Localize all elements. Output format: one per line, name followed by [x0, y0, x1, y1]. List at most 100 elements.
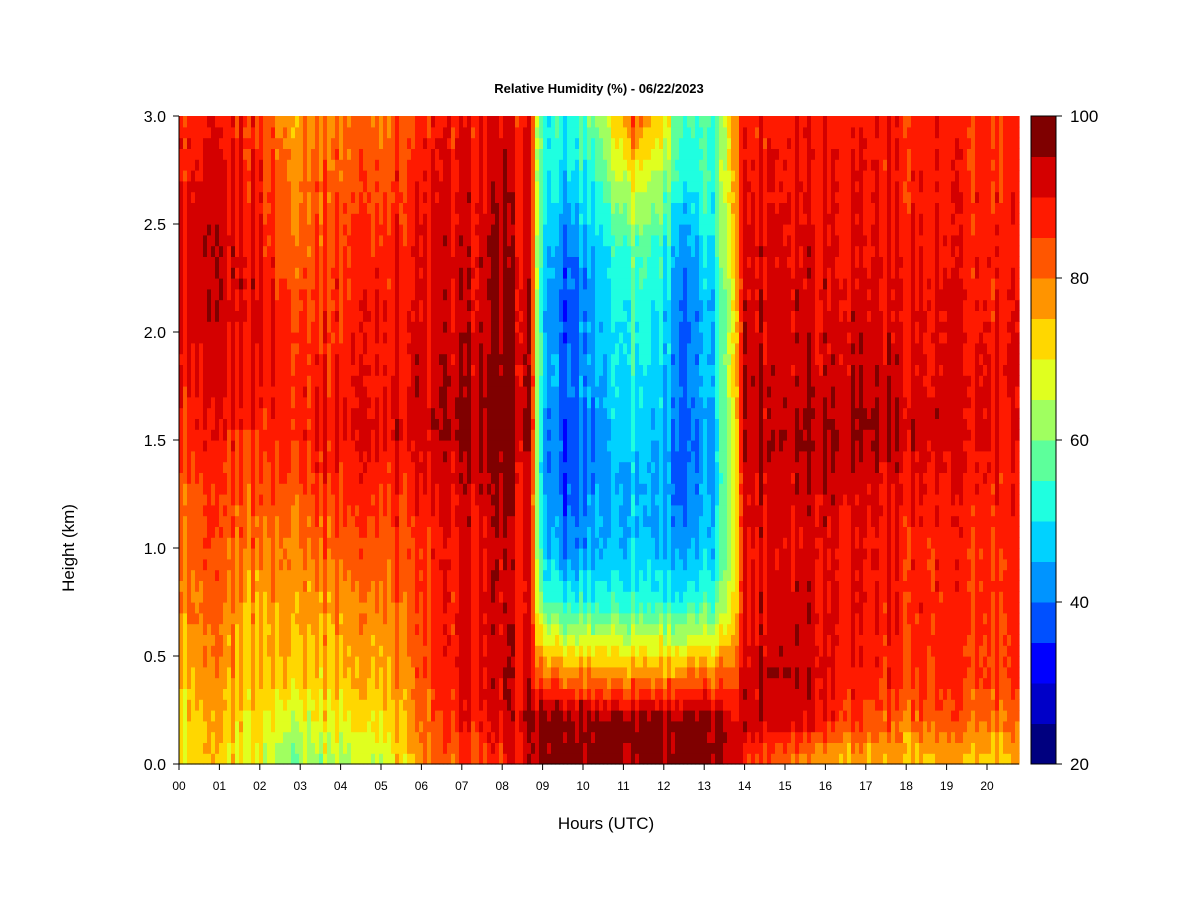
heatmap-cell	[447, 288, 452, 301]
heatmap-cell	[491, 450, 496, 463]
heatmap-cell	[507, 180, 512, 193]
heatmap-cell	[199, 202, 204, 214]
heatmap-cell	[415, 321, 420, 333]
heatmap-cell	[455, 677, 460, 689]
heatmap-cell	[315, 504, 320, 517]
heatmap-cell	[467, 483, 472, 495]
heatmap-cell	[219, 386, 224, 398]
heatmap-cell	[423, 353, 428, 365]
heatmap-cell	[447, 612, 452, 625]
heatmap-cell	[351, 213, 356, 225]
heatmap-cell	[235, 202, 240, 214]
heatmap-cell	[359, 537, 364, 549]
heatmap-cell	[275, 332, 280, 344]
heatmap-cell	[307, 386, 312, 398]
heatmap-cell	[475, 213, 480, 225]
heatmap-cell	[331, 569, 336, 581]
heatmap-cell	[383, 569, 388, 581]
heatmap-cell	[391, 526, 396, 538]
heatmap-cell	[327, 666, 332, 679]
heatmap-cell	[255, 677, 260, 689]
heatmap-cell	[419, 288, 424, 301]
heatmap-cell	[279, 440, 284, 452]
heatmap-cell	[307, 278, 312, 290]
heatmap-cell	[207, 580, 212, 592]
heatmap-cell	[319, 170, 324, 182]
heatmap-cell	[243, 483, 248, 495]
heatmap-cell	[431, 602, 436, 614]
heatmap-cell	[251, 742, 256, 754]
heatmap-cell	[403, 720, 408, 733]
heatmap-cell	[463, 170, 468, 182]
heatmap-cell	[383, 720, 388, 733]
heatmap-cell	[431, 364, 436, 376]
heatmap-cell	[427, 753, 432, 765]
heatmap-cell	[203, 623, 208, 635]
heatmap-cell	[227, 256, 232, 268]
heatmap-cell	[199, 591, 204, 603]
heatmap-cell	[383, 450, 388, 463]
heatmap-cell	[371, 418, 376, 430]
heatmap-cell	[247, 677, 252, 689]
heatmap-cell	[399, 429, 404, 441]
heatmap-cell	[379, 364, 384, 376]
heatmap-cell	[343, 418, 348, 430]
heatmap-cell	[459, 710, 464, 722]
heatmap-cell	[215, 537, 220, 549]
heatmap-cell	[211, 537, 216, 549]
heatmap-cell	[471, 224, 476, 236]
heatmap-cell	[279, 677, 284, 689]
heatmap-cell	[219, 580, 224, 592]
heatmap-cell	[487, 202, 492, 214]
heatmap-cell	[183, 645, 188, 657]
heatmap-cell	[371, 753, 376, 765]
heatmap-cell	[419, 461, 424, 473]
heatmap-cell	[291, 299, 296, 311]
heatmap-cell	[267, 699, 272, 711]
heatmap-cell	[263, 429, 268, 441]
heatmap-cell	[199, 375, 204, 387]
heatmap-cell	[231, 224, 236, 236]
heatmap-cell	[299, 191, 304, 203]
heatmap-cell	[295, 558, 300, 571]
heatmap-cell	[367, 494, 372, 506]
heatmap-cell	[299, 386, 304, 398]
heatmap-cell	[411, 656, 416, 668]
heatmap-cell	[399, 548, 404, 560]
heatmap-cell	[255, 688, 260, 700]
heatmap-cell	[407, 213, 412, 225]
heatmap-cell	[487, 677, 492, 689]
heatmap-cell	[291, 645, 296, 657]
heatmap-cell	[451, 699, 456, 711]
heatmap-cell	[291, 396, 296, 409]
heatmap-cell	[231, 321, 236, 333]
heatmap-cell	[359, 148, 364, 160]
heatmap-cell	[279, 234, 284, 247]
heatmap-cell	[375, 461, 380, 473]
heatmap-cell	[227, 623, 232, 635]
heatmap-cell	[399, 137, 404, 149]
heatmap-cell	[331, 526, 336, 538]
heatmap-cell	[371, 720, 376, 733]
heatmap-cell	[223, 180, 228, 193]
heatmap-cell	[259, 267, 264, 279]
heatmap-cell	[343, 386, 348, 398]
heatmap-cell	[375, 353, 380, 365]
heatmap-cell	[391, 213, 396, 225]
heatmap-cell	[475, 418, 480, 430]
heatmap-cell	[207, 591, 212, 603]
heatmap-cell	[283, 202, 288, 214]
heatmap-cell	[411, 310, 416, 322]
heatmap-cell	[203, 699, 208, 711]
heatmap-cell	[327, 159, 332, 171]
heatmap-cell	[351, 245, 356, 257]
heatmap-cell	[279, 364, 284, 376]
heatmap-cell	[199, 645, 204, 657]
heatmap-cell	[335, 159, 340, 171]
heatmap-cell	[251, 731, 256, 743]
heatmap-cell	[479, 321, 484, 333]
heatmap-cell	[371, 602, 376, 614]
heatmap-cell	[455, 558, 460, 571]
heatmap-cell	[279, 396, 284, 409]
heatmap-cell	[219, 656, 224, 668]
